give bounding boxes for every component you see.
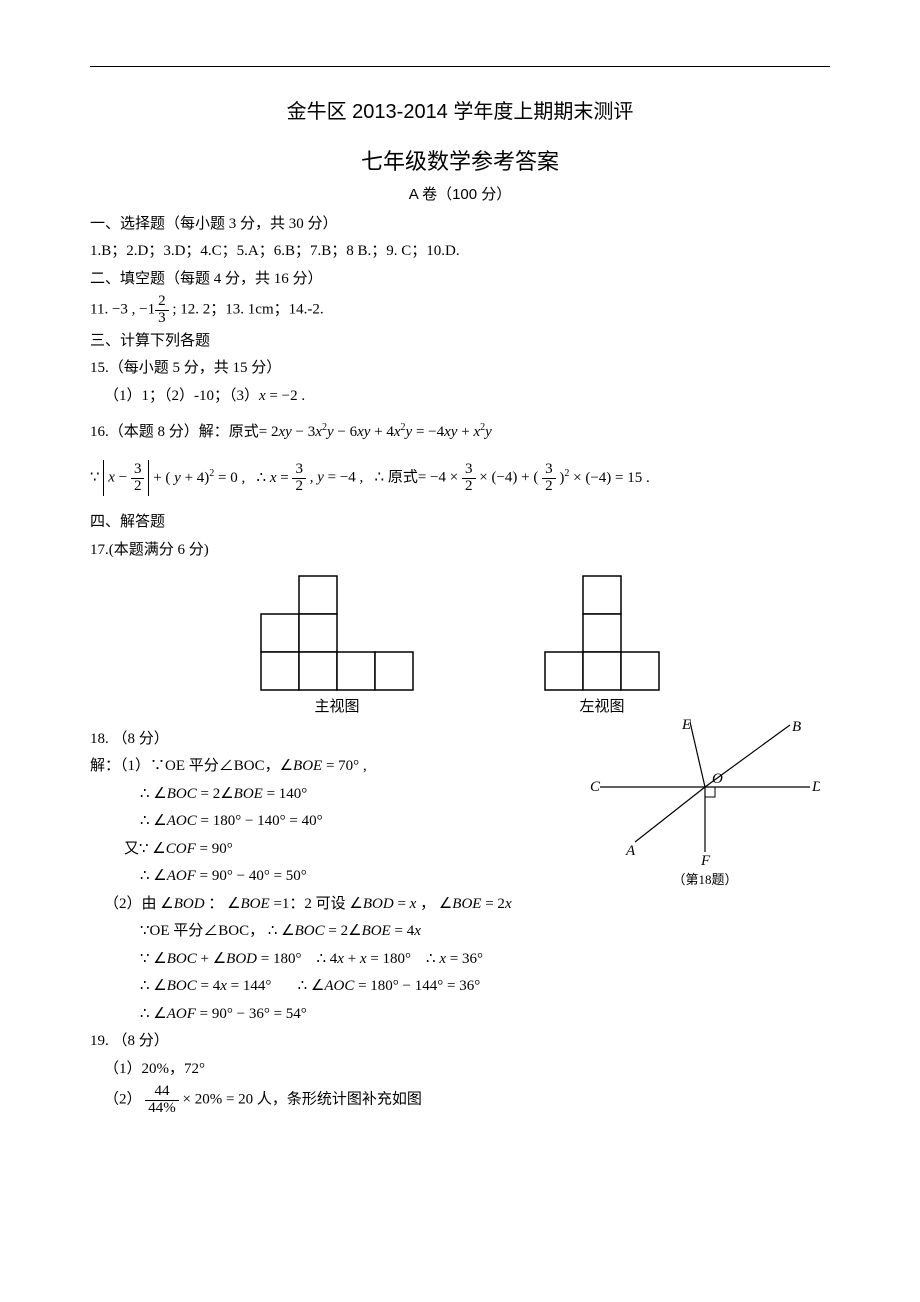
q18-l6: （2）由 ∠BOD ： ∠BOE =1：2 可设 ∠BOD = x ， ∠BOE… [90,892,830,918]
t2-frac: 32 [542,462,556,495]
q19-l2: （2） 4444% × 20% = 20 人，条形统计图补充如图 [90,1084,830,1117]
svg-text:C: C [590,779,601,795]
q18-l10: ∴ ∠AOF = 90° − 36° = 54° [90,1002,830,1028]
s2-heading: 二、填空题（每题 4 分，共 16 分） [90,267,830,293]
s3-heading: 三、计算下列各题 [90,329,830,355]
front-view-caption: 主视图 [260,695,414,721]
abs-den: 2 [131,479,145,495]
s4-heading: 四、解答题 [90,510,830,536]
t2-num: 3 [542,462,556,479]
q19-head: 19. （8 分） [90,1029,830,1055]
q19-frac: 4444% [145,1084,179,1117]
t1-num: 3 [462,462,476,479]
q18-wrap: EBCDAFO （第18题） 18. （8 分） 解：（1）∵OE 平分∠BOC… [90,727,830,1028]
front-view [260,575,414,691]
paper-label: A 卷（100 分） [90,182,830,208]
a11-frac-num: 2 [155,294,169,311]
a11-frac-den: 3 [155,311,169,327]
q19-l2-post: × 20% = 20 人，条形统计图补充如图 [183,1092,422,1108]
q16-line2: ∵ x − 32 + ( y + 4)2 = 0 , ∴ x = 32 , y … [90,460,830,497]
svg-text:E: E [681,717,691,733]
section-2: 二、填空题（每题 4 分，共 16 分） 11. −3 , −123 ; 12.… [90,267,830,327]
s1-answers: 1.B；2.D；3.D；4.C；5.A；6.B；7.B；8 B.；9. C；10… [90,239,830,265]
section-4: 四、解答题 17.(本题满分 6 分) 主视图 左视图 E B C D A F O （第18… [90,510,830,1117]
left-view-wrap: 左视图 [544,575,660,721]
s2-answers: 11. −3 , −123 ; 12. 2；13. 1cm；14.-2. [90,294,830,327]
q17-head: 17.(本题满分 6 分) [90,538,830,564]
q19-l1: （1）20%，72° [90,1057,830,1083]
x-num: 3 [292,462,306,479]
x-val-frac: 32 [292,462,306,495]
top-rule [90,66,830,67]
svg-text:O: O [712,771,723,787]
q18-diagram: E B C D A F O [590,717,820,867]
t1-den: 2 [462,479,476,495]
a11-pre: 11. −3 , [90,302,139,318]
since-symbol: ∵ [90,470,100,486]
svg-text:D: D [811,779,820,795]
q19-frac-num: 44 [145,1084,179,1101]
front-view-wrap: 主视图 [260,575,414,721]
x-den: 2 [292,479,306,495]
a11-neg1: −1 [139,302,155,318]
q16-head: 16.（本题 8 分）解：原式= 2xy − 3x2y − 6xy + 4x2y… [90,419,830,446]
section-1: 一、选择题（每小题 3 分，共 30 分） 1.B；2.D；3.D；4.C；5.… [90,212,830,265]
q19-l2-pre: （2） [104,1092,142,1108]
section-3: 三、计算下列各题 15.（每小题 5 分，共 15 分） （1）1；（2）-10… [90,329,830,497]
a11-frac: 23 [155,294,169,327]
svg-text:B: B [792,719,801,735]
a11-post: ; 12. 2；13. 1cm；14.-2. [172,302,323,318]
q18-diagram-wrap: E B C D A F O （第18题） [590,717,820,891]
svg-text:A: A [625,843,636,859]
q18-l7: ∵OE 平分∠BOC， ∴ ∠BOC = 2∠BOE = 4x [90,919,830,945]
q15-head: 15.（每小题 5 分，共 15 分） [90,356,830,382]
left-view [544,575,660,691]
abs-expr: x − 32 [103,460,149,497]
t2-den: 2 [542,479,556,495]
q19-frac-den: 44% [145,1101,179,1117]
page-title-1: 金牛区 2013-2014 学年度上期期末测评 [90,95,830,129]
svg-text:F: F [700,853,711,867]
t1-frac: 32 [462,462,476,495]
q15-ans: （1）1；（2）-10；（3）x = −2 . [90,384,830,410]
views-row: 主视图 左视图 [260,575,830,721]
q18-l8: ∵ ∠BOC + ∠BOD = 180° ∴ 4x + x = 180° ∴ x… [90,947,830,973]
abs-num: 3 [131,462,145,479]
page-title-2: 七年级数学参考答案 [90,143,830,180]
q18-l9: ∴ ∠BOC = 4x = 144° ∴ ∠AOC = 180° − 144° … [90,974,830,1000]
q18-diagram-caption: （第18题） [590,869,820,891]
s1-heading: 一、选择题（每小题 3 分，共 30 分） [90,212,830,238]
